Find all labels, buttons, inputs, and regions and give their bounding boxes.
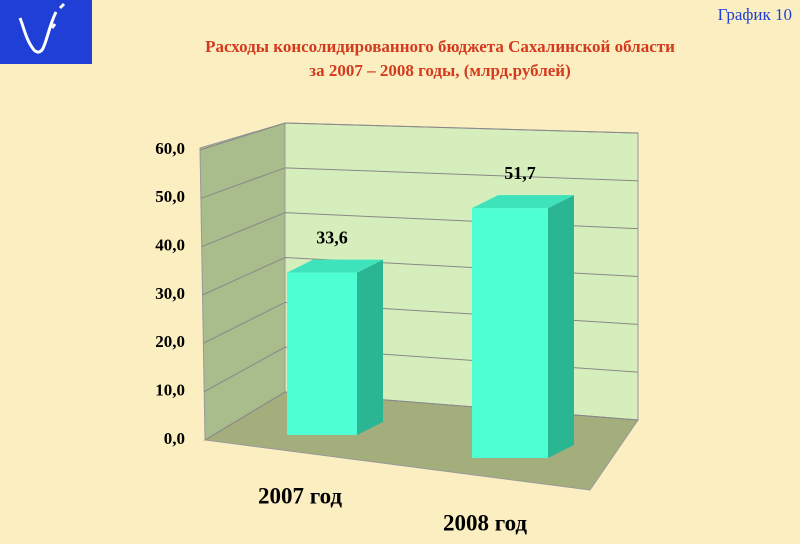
grid-line: [199, 122, 639, 151]
bar: [287, 272, 357, 435]
y-tick-label: 40,0: [155, 236, 185, 255]
chart-title: за 2007 – 2008 годы, (млрд.рублей): [309, 61, 571, 80]
bar: [472, 208, 548, 458]
y-tick-label: 20,0: [155, 332, 185, 351]
value-label: 33,6: [316, 228, 348, 248]
logo: [0, 0, 92, 64]
bar-top: [287, 259, 383, 273]
y-tick-label: 0,0: [164, 429, 185, 448]
grid-line: [200, 167, 639, 199]
x-tick-label: 2008 год: [443, 510, 527, 535]
chart-title: Расходы консолидированного бюджета Сахал…: [205, 37, 675, 56]
y-tick-label: 30,0: [155, 284, 185, 303]
x-tick-label: 2007 год: [258, 483, 342, 508]
value-label: 51,7: [504, 163, 536, 183]
bar-side: [548, 195, 574, 458]
y-tick-label: 50,0: [155, 187, 185, 206]
side-wall: [199, 122, 286, 441]
y-tick-label: 10,0: [155, 381, 185, 400]
slide-badge: График 10: [718, 5, 792, 24]
y-tick-label: 60,0: [155, 139, 185, 158]
bar-top: [472, 195, 574, 209]
bar-side: [357, 259, 383, 435]
